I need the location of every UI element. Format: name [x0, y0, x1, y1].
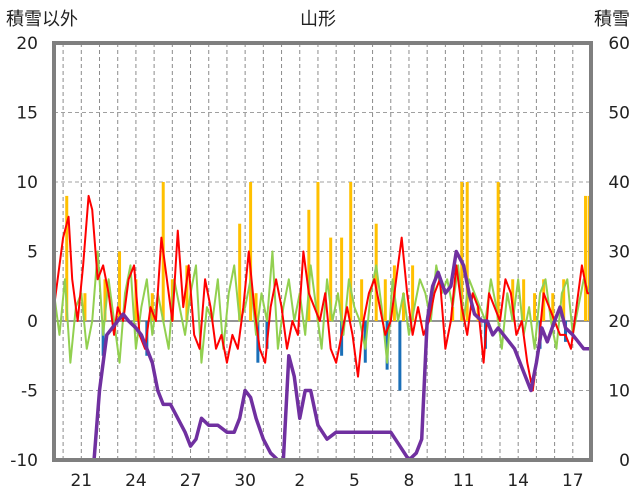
- sunshine-bar: [451, 307, 455, 321]
- sunshine-bar: [349, 182, 353, 321]
- y-tick-label: 5: [27, 243, 38, 263]
- sunshine-bar: [383, 279, 387, 321]
- sunshine-bar: [465, 182, 469, 321]
- x-tick-label: 8: [404, 471, 415, 491]
- sunshine-bar: [533, 293, 537, 321]
- y2-tick-label: 20: [608, 312, 630, 332]
- y-axis-right-label: 積雪: [594, 9, 630, 30]
- x-tick-label: 11: [453, 471, 475, 491]
- sunshine-bar: [402, 293, 406, 321]
- y-axis-right-ticks: 60 50 40 30 20 10 0: [608, 34, 630, 471]
- x-tick-label: 17: [562, 471, 584, 491]
- x-tick-label: 21: [70, 471, 92, 491]
- chart-title: 山形: [300, 9, 336, 30]
- sunshine-bar: [584, 195, 588, 321]
- y-tick-label: 15: [16, 104, 38, 124]
- sunshine-bar: [150, 293, 154, 321]
- line-series: [53, 194, 591, 462]
- sunshine-bar: [118, 251, 122, 321]
- sunshine-bar: [316, 182, 320, 321]
- y-tick-label: -10: [10, 451, 38, 471]
- precip-bar: [564, 321, 568, 342]
- y2-tick-label: 0: [619, 451, 630, 471]
- sunshine-bar: [329, 237, 333, 321]
- x-tick-label: 2: [294, 471, 305, 491]
- sunshine-bar: [360, 279, 364, 321]
- grid-lines: [54, 43, 591, 460]
- sunshine-bar: [83, 293, 87, 321]
- x-tick-label: 14: [507, 471, 529, 491]
- sunshine-bar: [522, 279, 526, 321]
- sunshine-bar: [562, 279, 566, 321]
- sunshine-bar: [307, 209, 311, 321]
- x-tick-label: 30: [234, 471, 256, 491]
- precip-bar: [101, 321, 105, 356]
- y2-tick-label: 30: [608, 243, 630, 263]
- y-tick-label: 0: [27, 312, 38, 332]
- sunshine-bar: [411, 265, 415, 321]
- x-tick-label: 24: [125, 471, 147, 491]
- x-tick-label: 27: [180, 471, 202, 491]
- wind-line: [53, 250, 591, 364]
- y2-tick-label: 10: [608, 382, 630, 402]
- y-tick-label: 10: [16, 173, 38, 193]
- y-tick-label: 20: [16, 34, 38, 54]
- y-axis-left-label: 積雪以外: [6, 9, 78, 30]
- x-tick-label: 5: [349, 471, 360, 491]
- sunshine-bar: [460, 182, 464, 321]
- plot-frame: [52, 41, 593, 462]
- y2-tick-label: 60: [608, 34, 630, 54]
- sunshine-bar: [340, 237, 344, 321]
- sunshine-bar: [249, 182, 253, 321]
- sunshine-bar: [496, 182, 500, 321]
- y2-tick-label: 50: [608, 104, 630, 124]
- sunshine-bar: [185, 265, 189, 321]
- x-axis-ticks: 21 24 27 30 2 5 8 11 14 17: [70, 471, 583, 491]
- sunshine-bar: [551, 293, 555, 321]
- sunshine-bar: [65, 195, 69, 321]
- sunshine-bar: [254, 293, 258, 321]
- precip-bar: [385, 321, 389, 370]
- snow-depth-line: [54, 249, 591, 462]
- y2-tick-label: 40: [608, 173, 630, 193]
- sunshine-bar: [103, 279, 107, 321]
- y-axis-left-ticks: 20 15 10 5 0 -5 -10: [10, 34, 38, 471]
- sunshine-bar: [238, 223, 242, 321]
- y-tick-label: -5: [21, 382, 38, 402]
- plot-border: [52, 41, 593, 462]
- precip-bar: [398, 321, 402, 391]
